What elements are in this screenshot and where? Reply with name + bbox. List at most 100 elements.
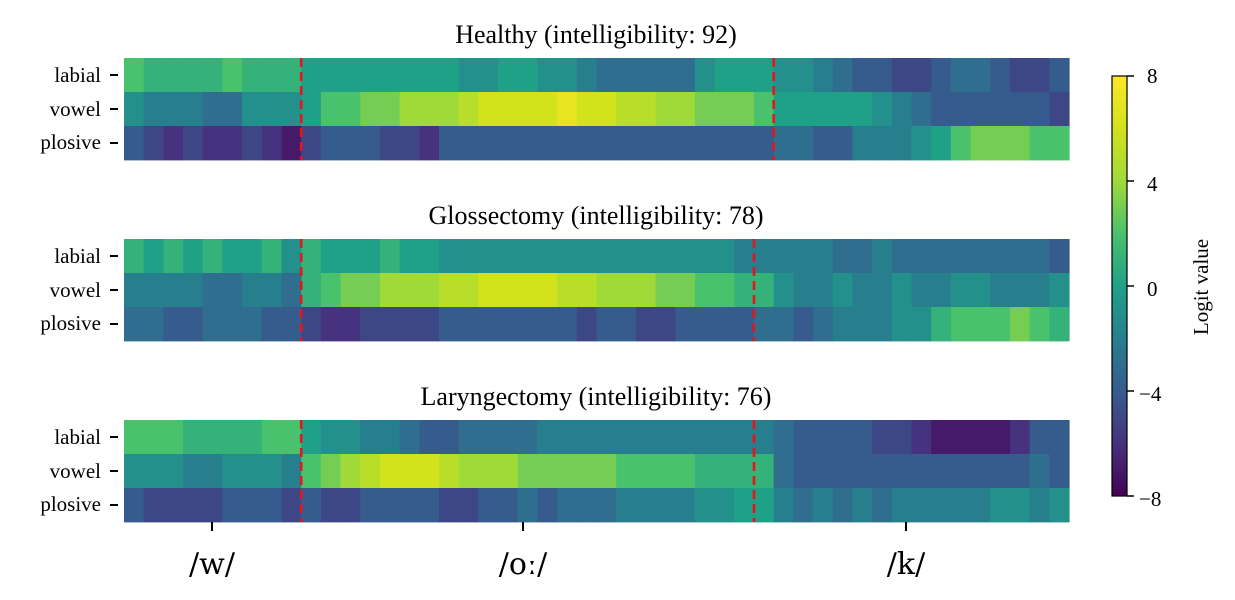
heatmap-cell [694, 273, 716, 308]
heatmap-cell [458, 488, 479, 523]
heatmap-cell [222, 307, 243, 342]
heatmap-cell [301, 126, 322, 161]
heatmap-cell [911, 58, 932, 93]
heatmap-cell [478, 420, 499, 455]
heatmap-cell [1029, 239, 1050, 274]
heatmap-cell [950, 239, 972, 274]
heatmap-cell [439, 126, 460, 161]
heatmap-cell [242, 273, 263, 308]
heatmap-cell [773, 488, 794, 523]
heatmap-cell [576, 420, 598, 455]
heatmap-cell [419, 454, 440, 489]
heatmap-cell [183, 307, 204, 342]
heatmap-cell [143, 307, 164, 342]
heatmap-cell [813, 58, 834, 93]
heatmap-cell [458, 420, 479, 455]
heatmap-cell [931, 58, 952, 93]
heatmap-cell [419, 273, 440, 308]
heatmap-cell [1049, 273, 1070, 308]
heatmap-cell [360, 273, 381, 308]
heatmap-cell [635, 273, 657, 308]
heatmap-cell [813, 92, 834, 127]
heatmap-cell [852, 307, 873, 342]
heatmap-cell [852, 239, 873, 274]
heatmap-cell [419, 488, 440, 523]
heatmap-cell [872, 273, 893, 308]
heatmap-cell [832, 58, 854, 93]
heatmap-cell [202, 58, 224, 93]
heatmap-cell [557, 307, 578, 342]
heatmap-cell [439, 92, 460, 127]
heatmap-cell [793, 239, 814, 274]
heatmap-cell [931, 92, 952, 127]
heatmap-cell [458, 454, 479, 489]
heatmap-cell [340, 307, 361, 342]
x-tick-label-k: /k/ [887, 547, 926, 582]
heatmap-cell [163, 126, 184, 161]
heatmap-cell [891, 420, 913, 455]
heatmap-cell [813, 420, 834, 455]
heatmap-cell [517, 454, 539, 489]
heatmap-cell [320, 273, 342, 308]
heatmap-cell [143, 239, 164, 274]
heatmap-cell [320, 307, 342, 342]
heatmap-cell [832, 126, 854, 161]
heatmap-cell [163, 58, 184, 93]
heatmap-cell [163, 307, 184, 342]
heatmap-cell [537, 126, 558, 161]
heatmap-cell [183, 454, 204, 489]
heatmap-cell [813, 307, 834, 342]
heatmap-cell [734, 488, 755, 523]
heatmap-cell [616, 454, 637, 489]
heatmap-cell [222, 488, 243, 523]
heatmap-cell [419, 420, 440, 455]
row-label-vowel: vowel [50, 459, 101, 483]
heatmap-cell [990, 488, 1011, 523]
heatmap-cell [202, 273, 224, 308]
heatmap-cell [163, 239, 184, 274]
row-label-plosive: plosive [40, 311, 101, 335]
heatmap-cell [754, 126, 775, 161]
heatmap-cell [399, 307, 420, 342]
heatmap-cell [1029, 454, 1050, 489]
heatmap-cell [557, 420, 578, 455]
heatmap-cell [360, 454, 381, 489]
heatmap-cell [734, 92, 755, 127]
heatmap-cell [183, 488, 204, 523]
heatmap-cell [970, 92, 991, 127]
heatmap-cell [340, 126, 361, 161]
heatmap-cell [360, 126, 381, 161]
heatmap-cell [596, 239, 617, 274]
heatmap-cell [498, 239, 519, 274]
heatmap-cell [379, 307, 401, 342]
heatmap-cell [734, 307, 755, 342]
heatmap-cell [143, 126, 164, 161]
heatmap-cell [990, 126, 1011, 161]
heatmap-cell [1009, 420, 1031, 455]
heatmap-cell [675, 454, 696, 489]
heatmap-cell [616, 92, 637, 127]
heatmap-cell [439, 239, 460, 274]
heatmap-cell [517, 58, 539, 93]
heatmap-cell [714, 58, 735, 93]
heatmap-cell [202, 420, 224, 455]
heatmap-cell [793, 126, 814, 161]
heatmap-cell [1029, 307, 1050, 342]
heatmap-cell [891, 307, 913, 342]
heatmap-cell [183, 58, 204, 93]
heatmap-cell [773, 58, 794, 93]
heatmap-cell [675, 58, 696, 93]
heatmap-cell [439, 58, 460, 93]
heatmap-cell [1049, 307, 1070, 342]
heatmap-cell [694, 126, 716, 161]
heatmap-cell [675, 92, 696, 127]
heatmap-cell [261, 126, 283, 161]
heatmap-cell [261, 58, 283, 93]
heatmap-cell [379, 420, 401, 455]
heatmap-cell [517, 126, 539, 161]
heatmap-cell [439, 420, 460, 455]
heatmap-cell [911, 307, 932, 342]
heatmap-cell [439, 273, 460, 308]
heatmap-cell [655, 454, 676, 489]
heatmap-cell [714, 420, 735, 455]
